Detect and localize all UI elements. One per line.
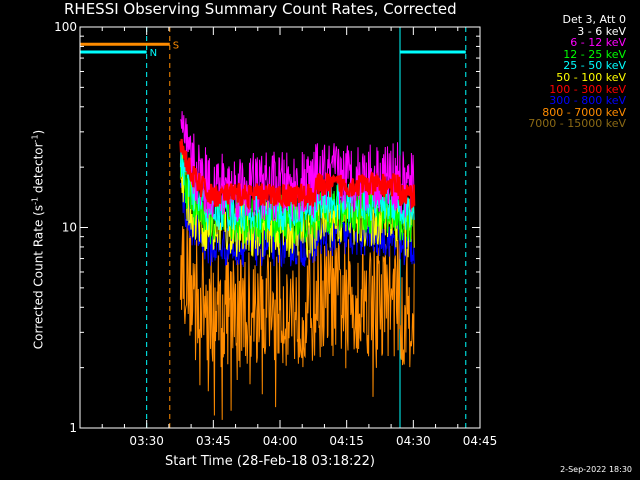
legend-item: 100 - 300 keV [549, 82, 626, 96]
y-tick-label: 10 [62, 221, 77, 235]
x-axis-label: Start Time (28-Feb-18 03:18:22) [165, 454, 375, 469]
legend-item: 3 - 6 keV [577, 24, 626, 38]
x-tick-label: 04:00 [263, 434, 298, 448]
y-tick-label: 100 [54, 20, 77, 34]
legend-header: Det 3, Att 0 [562, 13, 627, 26]
legend-item: 800 - 7000 keV [542, 105, 626, 119]
y-axis-label-sup2: -1 [30, 134, 40, 143]
series-line [179, 222, 415, 420]
legend-item: 25 - 50 keV [563, 59, 626, 73]
legend-item: 6 - 12 keV [570, 36, 626, 50]
status-bar-label: S [173, 40, 179, 51]
x-tick-label: 04:15 [329, 434, 364, 448]
legend-item: 50 - 100 keV [556, 70, 626, 84]
legend-item: 7000 - 15000 keV [528, 117, 626, 131]
y-axis-label-sup1: -1 [30, 196, 40, 205]
date-stamp: 2-Sep-2022 18:30 [560, 465, 632, 474]
legend-item: 12 - 25 keV [563, 47, 626, 61]
y-axis-label: Corrected Count Rate (s-1 detector-1) [31, 130, 46, 350]
legend: Det 3, Att 0 3 - 6 keV 6 - 12 keV 12 - 2… [528, 14, 626, 130]
x-tick-label: 04:30 [396, 434, 431, 448]
x-tick-label: 04:45 [463, 434, 498, 448]
y-axis-label-base: Corrected Count Rate (s [31, 204, 46, 350]
x-tick-label: 03:45 [196, 434, 231, 448]
y-tick-label: 1 [69, 421, 77, 435]
series-line [179, 138, 416, 211]
status-bar-label: N [150, 48, 157, 59]
legend-item: 300 - 800 keV [549, 94, 626, 108]
y-axis-label-mid: detector [31, 142, 46, 197]
chart-title: RHESSI Observing Summary Count Rates, Co… [64, 0, 457, 18]
y-axis-label-end: ) [31, 129, 46, 135]
x-tick-label: 03:30 [129, 434, 164, 448]
